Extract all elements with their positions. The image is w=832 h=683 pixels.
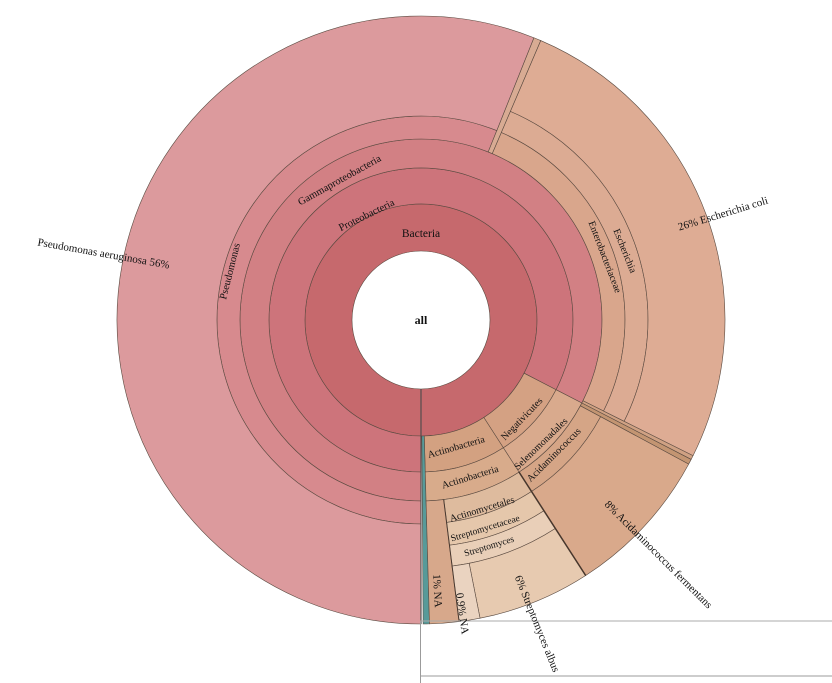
- ring-label-bacteria: Bacteria: [402, 228, 440, 240]
- wedge-na-teal-sliver[interactable]: [421, 435, 430, 625]
- wedge-escherichia-coli[interactable]: [510, 40, 726, 457]
- wedge-pseudomonas-aeruginosa[interactable]: [116, 15, 535, 625]
- outer-label-0-9-na: 0.9% NA: [453, 592, 471, 635]
- boundary-lines: [420, 389, 832, 683]
- wedge-na-1pct[interactable]: [425, 499, 460, 625]
- boundary-na-na: [443, 499, 460, 622]
- sunburst-wedges: [116, 15, 726, 625]
- outer-label-1-na: 1% NA: [430, 574, 444, 608]
- outer-label-8-acidaminococcus-fermentans: 8% Acidaminococcus fermentans: [602, 499, 715, 612]
- ring-label-all: all: [415, 313, 428, 327]
- thick-boundary-albus-fermentans: [518, 471, 587, 576]
